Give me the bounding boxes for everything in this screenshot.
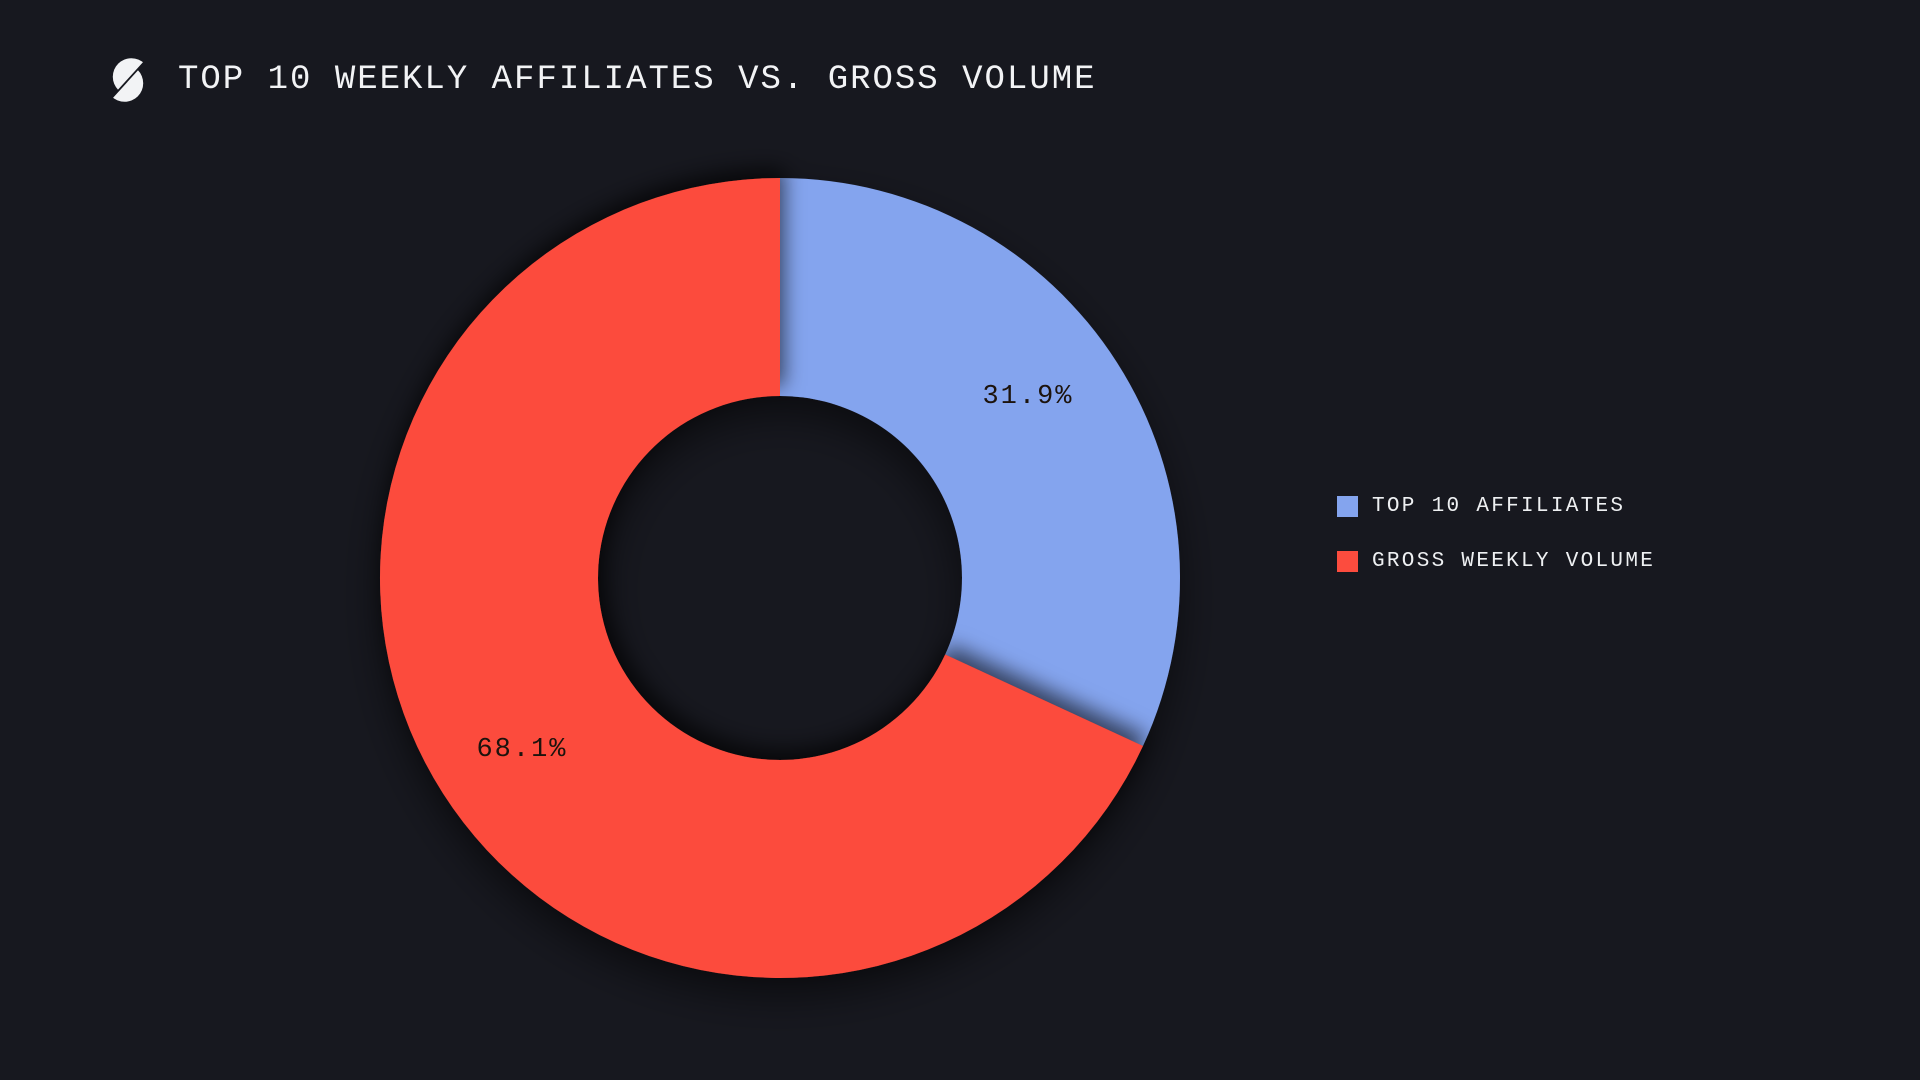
- svg-text:68.1%: 68.1%: [476, 735, 567, 765]
- svg-text:31.9%: 31.9%: [982, 382, 1073, 412]
